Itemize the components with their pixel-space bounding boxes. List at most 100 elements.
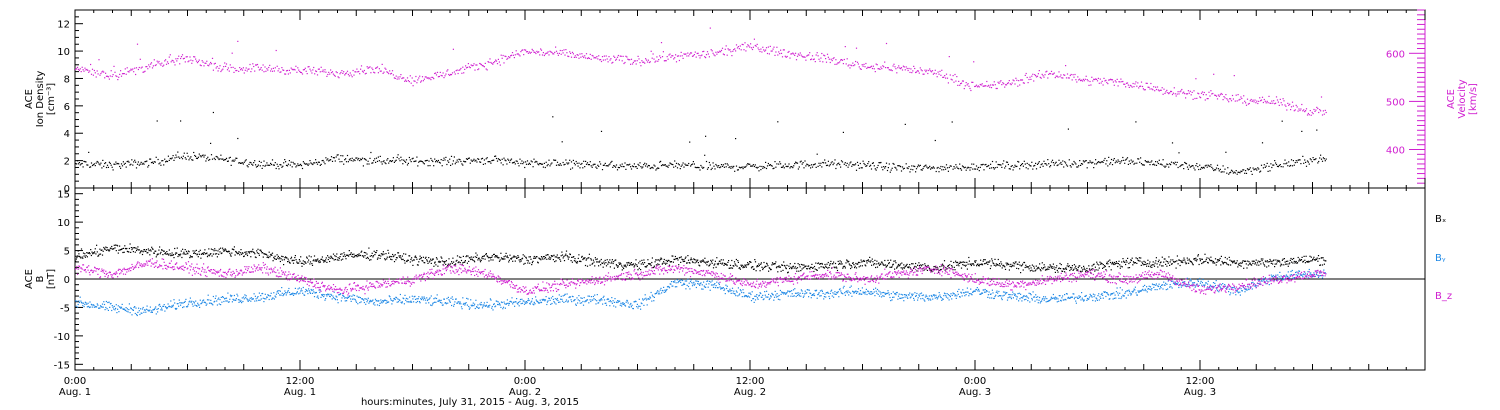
density-series-point <box>477 158 479 160</box>
density-series-point <box>1233 171 1235 173</box>
b-component-series-0-point <box>172 254 174 256</box>
b-component-series-1-point <box>128 309 130 311</box>
density-series-point <box>830 162 832 164</box>
velocity-series-point <box>631 63 634 65</box>
b-component-series-0-point <box>1310 256 1312 258</box>
velocity-series-point <box>1194 97 1196 100</box>
b-component-series-0-point <box>441 260 443 262</box>
b-component-series-0-point <box>869 261 871 263</box>
velocity-series-point <box>390 72 393 74</box>
density-series-point <box>149 158 151 160</box>
b-component-series-1-point <box>188 301 190 303</box>
velocity-series-point <box>1043 76 1045 78</box>
velocity-series-point <box>623 62 625 65</box>
b-component-series-0-point <box>512 260 514 262</box>
b-component-series-0-point <box>277 255 279 257</box>
velocity-series-point <box>1089 80 1091 83</box>
velocity-series-point <box>487 61 489 63</box>
density-series-point <box>486 157 488 159</box>
density-series-point <box>615 164 618 166</box>
density-series-point <box>524 166 526 169</box>
b-component-series-1-point <box>187 303 190 305</box>
b-component-series-0-point <box>1119 267 1121 269</box>
velocity-series-point <box>683 53 685 55</box>
density-series-point <box>857 164 859 166</box>
velocity-series-point <box>497 58 499 60</box>
velocity-series-point <box>1079 78 1081 80</box>
velocity-series-point <box>769 45 771 47</box>
b-component-series-0-point <box>1292 262 1294 264</box>
b-component-series-0-point <box>752 268 755 270</box>
velocity-series-point <box>1179 91 1181 93</box>
b-component-series-0-point <box>906 263 908 265</box>
velocity-series-point <box>731 55 733 57</box>
velocity-series-point <box>948 56 950 58</box>
density-series-point <box>230 164 232 166</box>
density-series-point <box>499 159 501 161</box>
density-series-point <box>526 160 529 162</box>
b-component-series-0-point <box>626 262 628 264</box>
b-component-series-0-point <box>1106 261 1108 263</box>
density-series-point <box>465 158 468 160</box>
b-component-series-0-point <box>613 267 615 269</box>
b-component-series-0-point <box>1249 263 1251 265</box>
velocity-series-point <box>965 82 967 84</box>
velocity-series-point <box>164 60 166 62</box>
b-component-series-0-point <box>1180 261 1182 263</box>
b-component-series-0-point <box>369 259 371 261</box>
b-component-series-0-point <box>426 259 428 261</box>
density-series-point <box>87 164 89 166</box>
velocity-series-point <box>251 68 253 70</box>
velocity-series-point <box>1207 98 1209 100</box>
density-series-point <box>276 163 278 165</box>
b-component-series-0-point <box>1010 263 1012 265</box>
b-component-series-0-point <box>537 261 539 263</box>
b-component-series-1-point <box>144 309 146 311</box>
b-component-series-0-point <box>762 267 764 269</box>
velocity-series-point <box>470 64 472 66</box>
b-component-series-0-point <box>340 259 342 261</box>
b-component-series-1-point <box>217 298 219 300</box>
velocity-series-point <box>330 72 333 74</box>
density-series-point <box>748 163 750 165</box>
b-component-series-0-point <box>394 254 396 256</box>
density-series-point <box>642 166 644 168</box>
velocity-series-point <box>585 53 588 55</box>
b-component-series-0-point <box>604 259 606 261</box>
velocity-series-point <box>1265 102 1267 104</box>
velocity-series-point <box>1221 93 1223 95</box>
velocity-series-point <box>773 46 775 48</box>
b-component-series-0-point <box>1305 255 1307 257</box>
velocity-series-point <box>725 45 727 47</box>
bottom-left-tick-label: -10 <box>54 332 70 343</box>
density-series-point <box>131 159 133 161</box>
velocity-series-point <box>831 60 833 62</box>
b-component-series-0-point <box>192 250 194 252</box>
density-series-point <box>1133 163 1135 165</box>
density-series-point <box>508 159 510 161</box>
b-component-series-0-point <box>1076 269 1078 272</box>
b-component-series-1-point <box>192 305 194 307</box>
velocity-series-point <box>349 72 351 74</box>
velocity-series-point <box>370 72 372 74</box>
velocity-series-point <box>752 46 754 48</box>
velocity-series-point <box>321 70 323 73</box>
velocity-series-point <box>855 60 857 63</box>
b-component-series-0-point <box>785 267 787 269</box>
b-component-series-0-point <box>692 261 694 264</box>
velocity-series-point <box>874 71 876 73</box>
velocity-series-point <box>1151 88 1153 90</box>
density-series-point <box>885 162 888 164</box>
velocity-series-point <box>1139 85 1141 87</box>
b-component-series-0-point <box>244 251 246 253</box>
velocity-series-point <box>802 56 804 58</box>
b-component-series-0-point <box>557 257 559 259</box>
b-component-series-0-point <box>1030 267 1032 269</box>
density-series-point <box>125 166 127 168</box>
b-component-series-1-point <box>229 298 231 300</box>
velocity-series-point <box>746 46 748 48</box>
b-component-series-0-point <box>634 263 636 265</box>
b-component-series-0-point <box>384 259 386 261</box>
density-series-point <box>1031 161 1033 163</box>
b-component-series-0-point <box>519 261 521 263</box>
